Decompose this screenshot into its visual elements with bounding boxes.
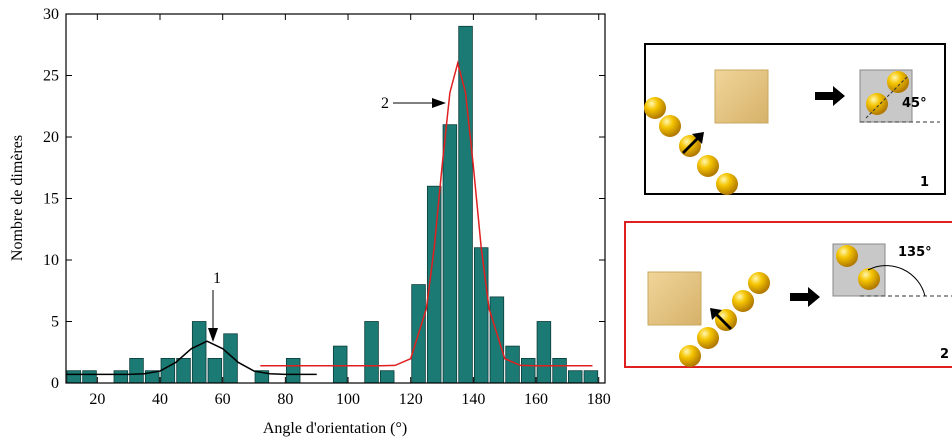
- bar: [113, 370, 129, 384]
- bar: [442, 124, 458, 384]
- y-tick-label: 15: [43, 191, 59, 208]
- fit-curve: [66, 340, 317, 376]
- bar: [583, 370, 599, 384]
- bar: [160, 357, 176, 384]
- bar: [176, 357, 191, 384]
- inset-angle: 45°: [902, 96, 927, 111]
- bar: [332, 345, 348, 384]
- x-tick-label: 120: [399, 391, 423, 408]
- inset-2: 135° 2: [624, 221, 952, 368]
- bar: [207, 357, 223, 384]
- inset-label: 2: [940, 347, 949, 362]
- y-tick-label: 5: [51, 314, 59, 331]
- y-tick-label: 0: [51, 375, 59, 392]
- bar: [379, 370, 395, 384]
- bar: [82, 370, 97, 384]
- y-tick-label: 30: [43, 6, 59, 23]
- x-axis-label: Angle d'orientation (°): [263, 420, 407, 437]
- arrow-head: [432, 98, 446, 108]
- bar: [489, 296, 505, 384]
- bar: [223, 333, 238, 384]
- annotation: 1: [213, 270, 221, 287]
- plot-frame: [65, 13, 606, 384]
- x-tick-label: 180: [587, 391, 611, 408]
- x-tick-label: 60: [215, 391, 231, 408]
- bar: [536, 321, 552, 384]
- x-tick-label: 20: [89, 391, 105, 408]
- inset-angle: 135°: [898, 245, 932, 260]
- inset-1: 45° 1: [644, 43, 946, 195]
- bar: [567, 370, 583, 384]
- x-tick-label: 100: [336, 391, 360, 408]
- y-tick-label: 20: [43, 129, 59, 146]
- x-tick-label: 140: [461, 391, 485, 408]
- bar: [129, 357, 144, 384]
- arrow-head: [208, 328, 218, 342]
- fit-curve: [260, 60, 593, 367]
- bar: [552, 357, 567, 384]
- bar: [285, 357, 301, 384]
- x-tick-label: 40: [152, 391, 168, 408]
- x-tick-label: 80: [277, 391, 293, 408]
- x-tick-label: 160: [524, 391, 548, 408]
- y-tick-label: 25: [43, 68, 59, 85]
- bar: [66, 370, 82, 384]
- y-tick-label: 10: [43, 252, 59, 269]
- bar: [458, 25, 473, 384]
- bar: [520, 357, 536, 384]
- annotation: 2: [381, 95, 389, 112]
- y-axis-label: Nombre de dimères: [9, 135, 26, 261]
- bar: [364, 321, 379, 384]
- bar: [473, 247, 489, 384]
- bar: [191, 321, 207, 384]
- inset-label: 1: [920, 175, 929, 190]
